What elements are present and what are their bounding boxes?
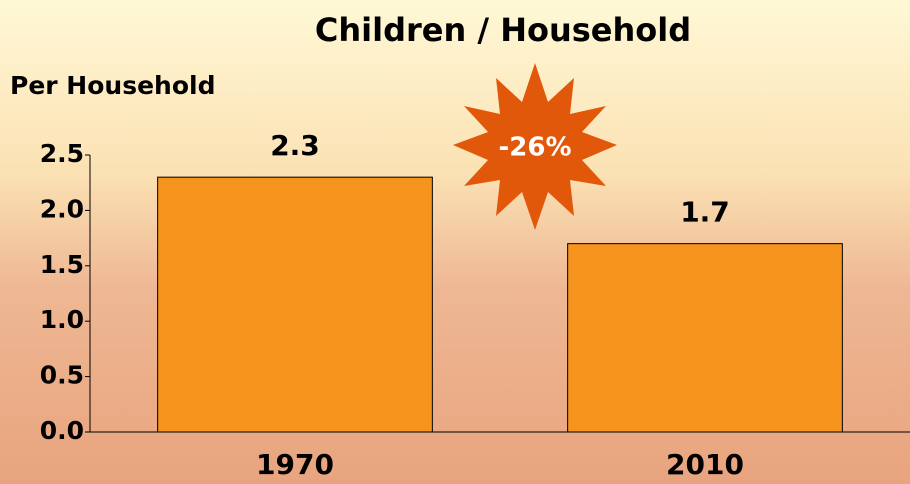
y-tick-label: 0.5 <box>40 361 84 390</box>
chart: Children / Household Per Household -26% … <box>0 0 910 484</box>
y-axis-label: Per Household <box>10 71 215 100</box>
y-tick-label: 0.0 <box>40 416 84 445</box>
bar <box>158 177 433 432</box>
y-tick-label: 2.0 <box>40 194 84 223</box>
x-tick-label: 2010 <box>666 448 744 481</box>
value-label: 1.7 <box>680 196 730 229</box>
bar <box>568 244 843 432</box>
x-tick-label: 1970 <box>256 448 334 481</box>
y-tick-label: 2.5 <box>40 139 84 168</box>
value-label: 2.3 <box>270 129 320 162</box>
y-tick-label: 1.0 <box>40 305 84 334</box>
chart-title: Children / Household <box>315 11 691 49</box>
y-tick-label: 1.5 <box>40 250 84 279</box>
annotation: -26% <box>498 133 571 163</box>
